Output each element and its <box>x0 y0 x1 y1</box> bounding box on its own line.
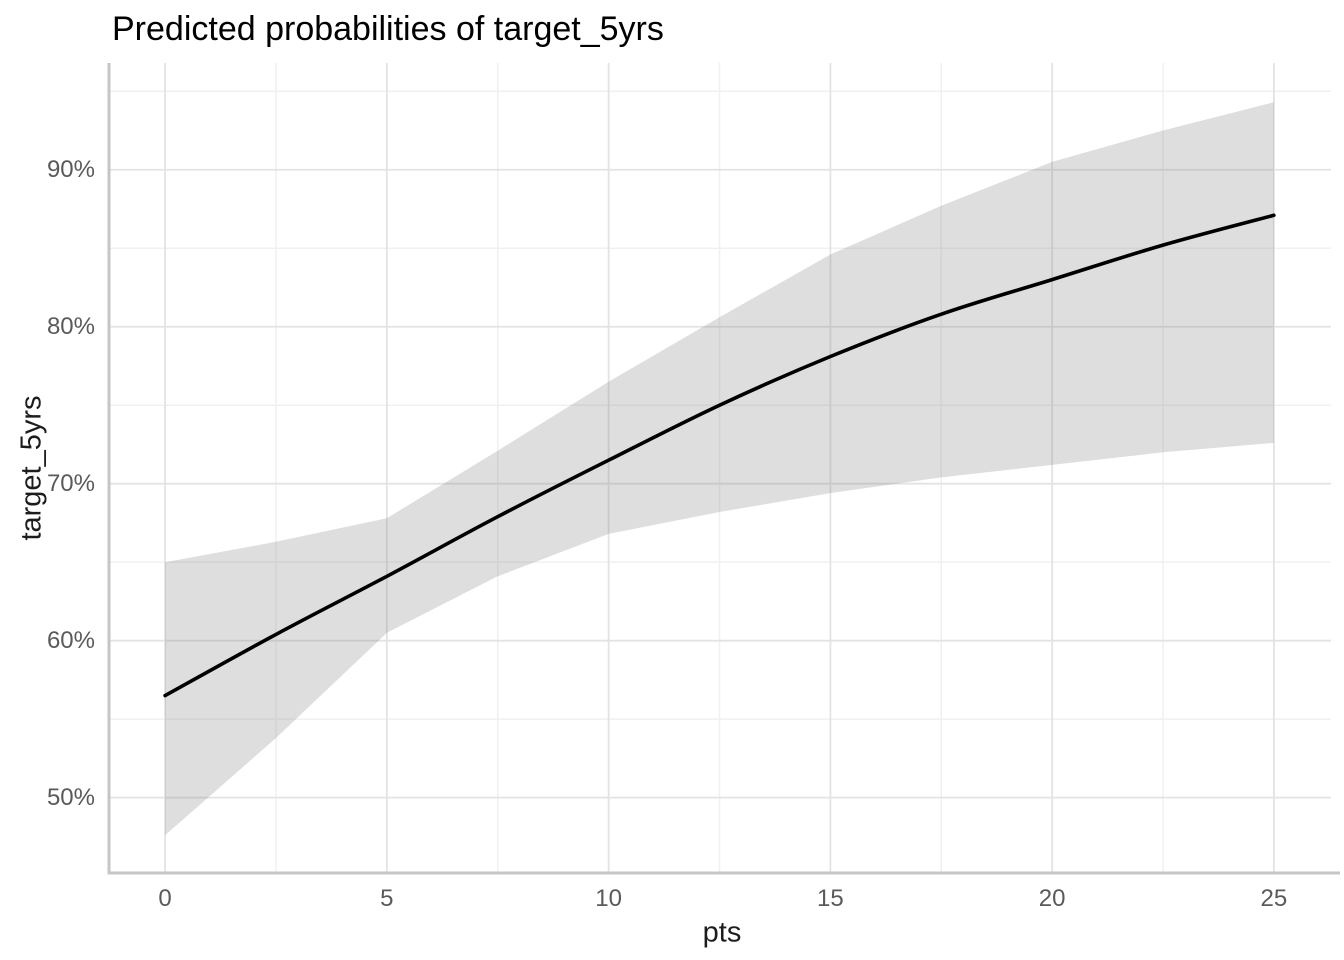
major-gridlines <box>109 63 1331 873</box>
x-tick-label: 0 <box>158 885 172 912</box>
x-axis-title: pts <box>702 916 742 949</box>
chart-title: Predicted probabilities of target_5yrs <box>112 10 664 48</box>
confidence-ribbon <box>165 102 1274 836</box>
prediction-line <box>163 213 1276 698</box>
x-tick-label: 20 <box>1038 885 1066 912</box>
x-tick-label: 25 <box>1260 885 1288 912</box>
minor-gridlines <box>109 63 1331 873</box>
x-tick-label: 15 <box>817 885 844 912</box>
y-tick-label: 90% <box>46 155 95 183</box>
y-tick-label: 80% <box>46 312 95 340</box>
y-tick-label: 70% <box>46 469 95 497</box>
x-tick-label: 5 <box>380 885 394 912</box>
x-tick-label: 10 <box>595 885 622 912</box>
y-tick-label: 50% <box>46 783 95 811</box>
y-tick-label: 60% <box>46 626 95 654</box>
